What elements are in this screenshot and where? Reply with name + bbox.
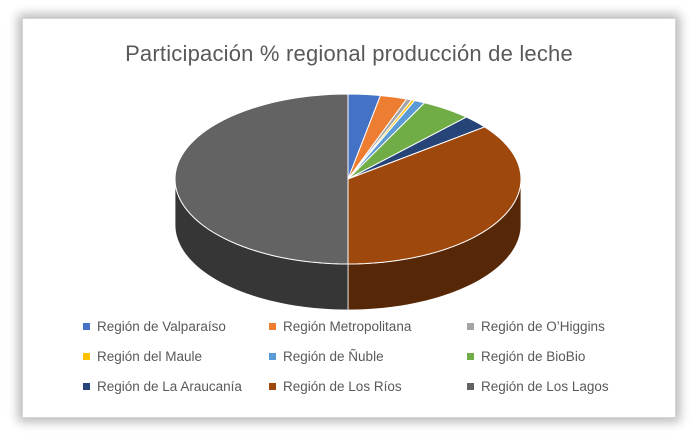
legend-item-1: Región de Valparaíso (83, 319, 226, 334)
legend-label: Región de Ñuble (283, 349, 384, 364)
chart-frame: Participación % regional producción de l… (22, 18, 676, 418)
pie-slice-8 (347, 126, 522, 265)
legend-swatch (467, 383, 474, 390)
legend-item-9: Región de Los Lagos (467, 379, 609, 394)
legend-item-4: Región del Maule (83, 349, 202, 364)
pie-chart (174, 93, 522, 311)
legend-swatch (83, 383, 90, 390)
legend-label: Región de La Araucanía (97, 379, 242, 394)
chart-title: Participación % regional producción de l… (125, 41, 573, 66)
legend-label: Región del Maule (97, 349, 203, 364)
legend-label: Región de BioBio (481, 349, 586, 364)
legend-swatch (83, 353, 90, 360)
legend-item-3: Región de O’Higgins (467, 319, 605, 334)
legend-label: Región Metropolitana (283, 319, 412, 334)
legend-swatch (269, 383, 276, 390)
legend-item-5: Región de Ñuble (269, 349, 384, 364)
legend-item-2: Región Metropolitana (269, 319, 411, 334)
legend-label: Región de Los Ríos (283, 379, 402, 394)
legend-swatch (467, 323, 474, 330)
legend-item-7: Región de La Araucanía (83, 379, 242, 394)
legend-swatch (83, 323, 90, 330)
legend-item-6: Región de BioBio (467, 349, 585, 364)
legend-swatch (269, 353, 276, 360)
legend-label: Región de Los Lagos (481, 379, 609, 394)
legend-swatch (467, 353, 474, 360)
legend-item-8: Región de Los Ríos (269, 379, 402, 394)
legend-label: Región de O’Higgins (481, 319, 605, 334)
legend-swatch (269, 323, 276, 330)
legend-label: Región de Valparaíso (97, 319, 226, 334)
pie-slice-6 (347, 102, 468, 180)
pie-slice-9 (174, 93, 349, 265)
